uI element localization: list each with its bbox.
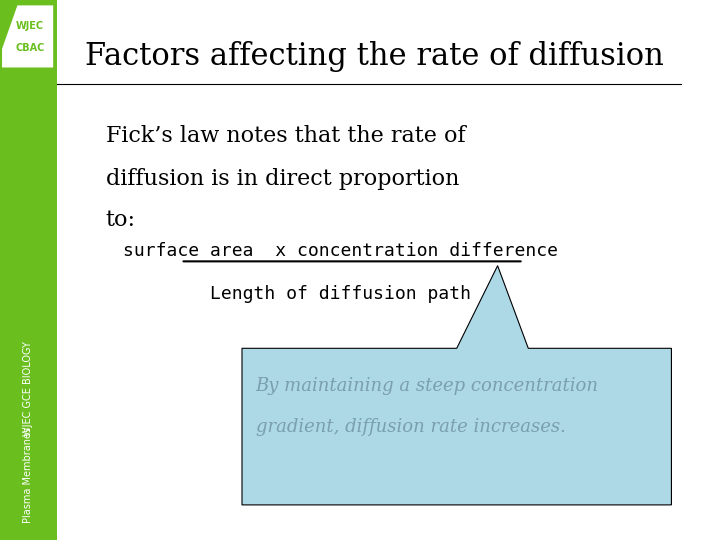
- Text: gradient, diffusion rate increases.: gradient, diffusion rate increases.: [256, 417, 565, 436]
- Text: Factors affecting the rate of diffusion: Factors affecting the rate of diffusion: [86, 41, 665, 72]
- Text: Plasma Membranes: Plasma Membranes: [23, 427, 33, 523]
- Text: CBAC: CBAC: [15, 43, 45, 52]
- Text: WJEC: WJEC: [16, 21, 44, 31]
- Text: Fick’s law notes that the rate of: Fick’s law notes that the rate of: [106, 125, 465, 147]
- Text: surface area  x concentration difference: surface area x concentration difference: [123, 242, 558, 260]
- Text: By maintaining a steep concentration: By maintaining a steep concentration: [256, 377, 598, 395]
- Text: diffusion is in direct proportion: diffusion is in direct proportion: [106, 168, 459, 190]
- Polygon shape: [2, 5, 53, 68]
- Polygon shape: [242, 266, 672, 505]
- FancyBboxPatch shape: [0, 0, 57, 540]
- Text: to:: to:: [106, 209, 135, 231]
- Text: WJEC GCE BIOLOGY: WJEC GCE BIOLOGY: [23, 341, 33, 436]
- Text: Length of diffusion path: Length of diffusion path: [210, 285, 472, 303]
